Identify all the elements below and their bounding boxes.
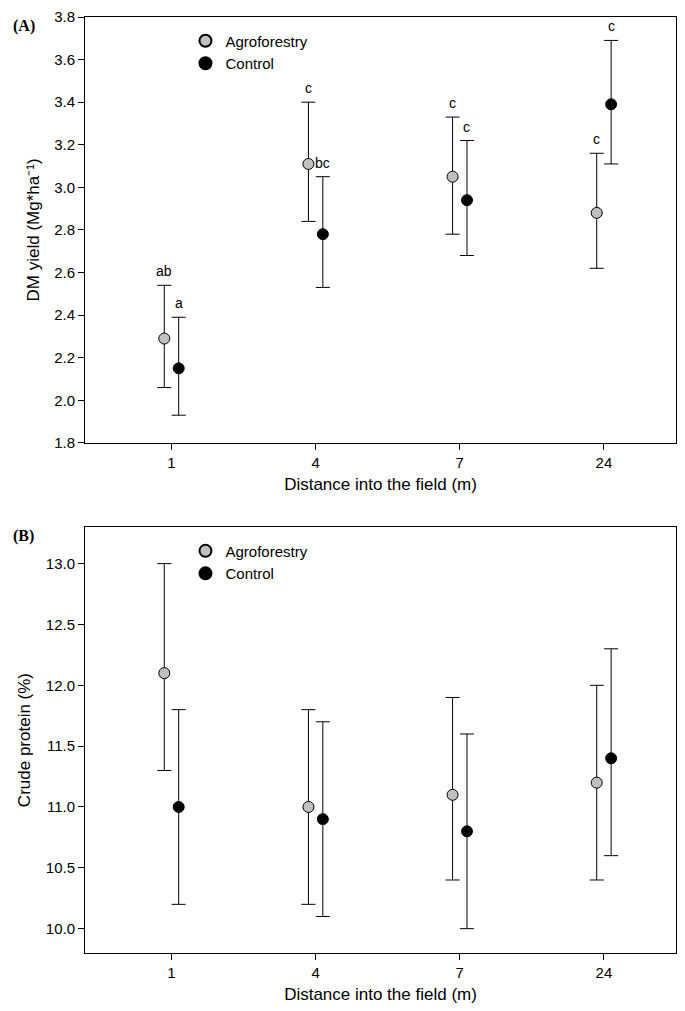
- svg-text:7: 7: [456, 964, 464, 981]
- svg-text:13.0: 13.0: [46, 555, 75, 572]
- svg-text:24: 24: [596, 454, 613, 471]
- svg-text:2.8: 2.8: [54, 221, 75, 238]
- svg-text:24: 24: [596, 964, 613, 981]
- svg-text:3.0: 3.0: [54, 179, 75, 196]
- svg-text:4: 4: [311, 454, 319, 471]
- svg-text:(A): (A): [13, 17, 35, 35]
- svg-text:3.4: 3.4: [54, 93, 75, 110]
- svg-text:DM yield (Mg*ha⁻¹): DM yield (Mg*ha⁻¹): [24, 158, 43, 301]
- svg-text:1: 1: [167, 454, 175, 471]
- svg-text:12.5: 12.5: [46, 616, 75, 633]
- svg-text:Crude protein (%): Crude protein (%): [15, 673, 34, 807]
- svg-text:12.0: 12.0: [46, 677, 75, 694]
- svg-text:1: 1: [167, 964, 175, 981]
- svg-text:1.8: 1.8: [54, 434, 75, 451]
- svg-text:10.5: 10.5: [46, 859, 75, 876]
- svg-text:Agroforestry: Agroforestry: [225, 33, 307, 50]
- svg-text:2.6: 2.6: [54, 264, 75, 281]
- svg-text:Agroforestry: Agroforestry: [225, 543, 307, 560]
- svg-text:(B): (B): [13, 527, 34, 545]
- svg-text:11.0: 11.0: [47, 798, 75, 815]
- svg-text:c: c: [593, 131, 600, 147]
- svg-text:2.0: 2.0: [54, 392, 75, 409]
- svg-text:c: c: [608, 18, 615, 34]
- svg-text:Distance into the field (m): Distance into the field (m): [284, 475, 477, 494]
- svg-text:3.8: 3.8: [54, 8, 75, 25]
- svg-text:ab: ab: [156, 263, 172, 279]
- svg-text:Control: Control: [225, 55, 273, 72]
- svg-text:Control: Control: [225, 565, 273, 582]
- svg-text:c: c: [463, 119, 470, 135]
- svg-text:10.0: 10.0: [46, 920, 75, 937]
- svg-text:11.5: 11.5: [47, 737, 75, 754]
- svg-text:7: 7: [456, 454, 464, 471]
- svg-text:c: c: [305, 80, 312, 96]
- svg-text:bc: bc: [315, 155, 330, 171]
- svg-text:2.2: 2.2: [54, 349, 75, 366]
- svg-text:3.6: 3.6: [54, 51, 75, 68]
- svg-text:2.4: 2.4: [54, 306, 75, 323]
- svg-text:3.2: 3.2: [54, 136, 75, 153]
- svg-text:Distance into the field (m): Distance into the field (m): [284, 985, 477, 1004]
- svg-text:a: a: [175, 295, 183, 311]
- svg-text:4: 4: [311, 964, 319, 981]
- svg-text:c: c: [449, 95, 456, 111]
